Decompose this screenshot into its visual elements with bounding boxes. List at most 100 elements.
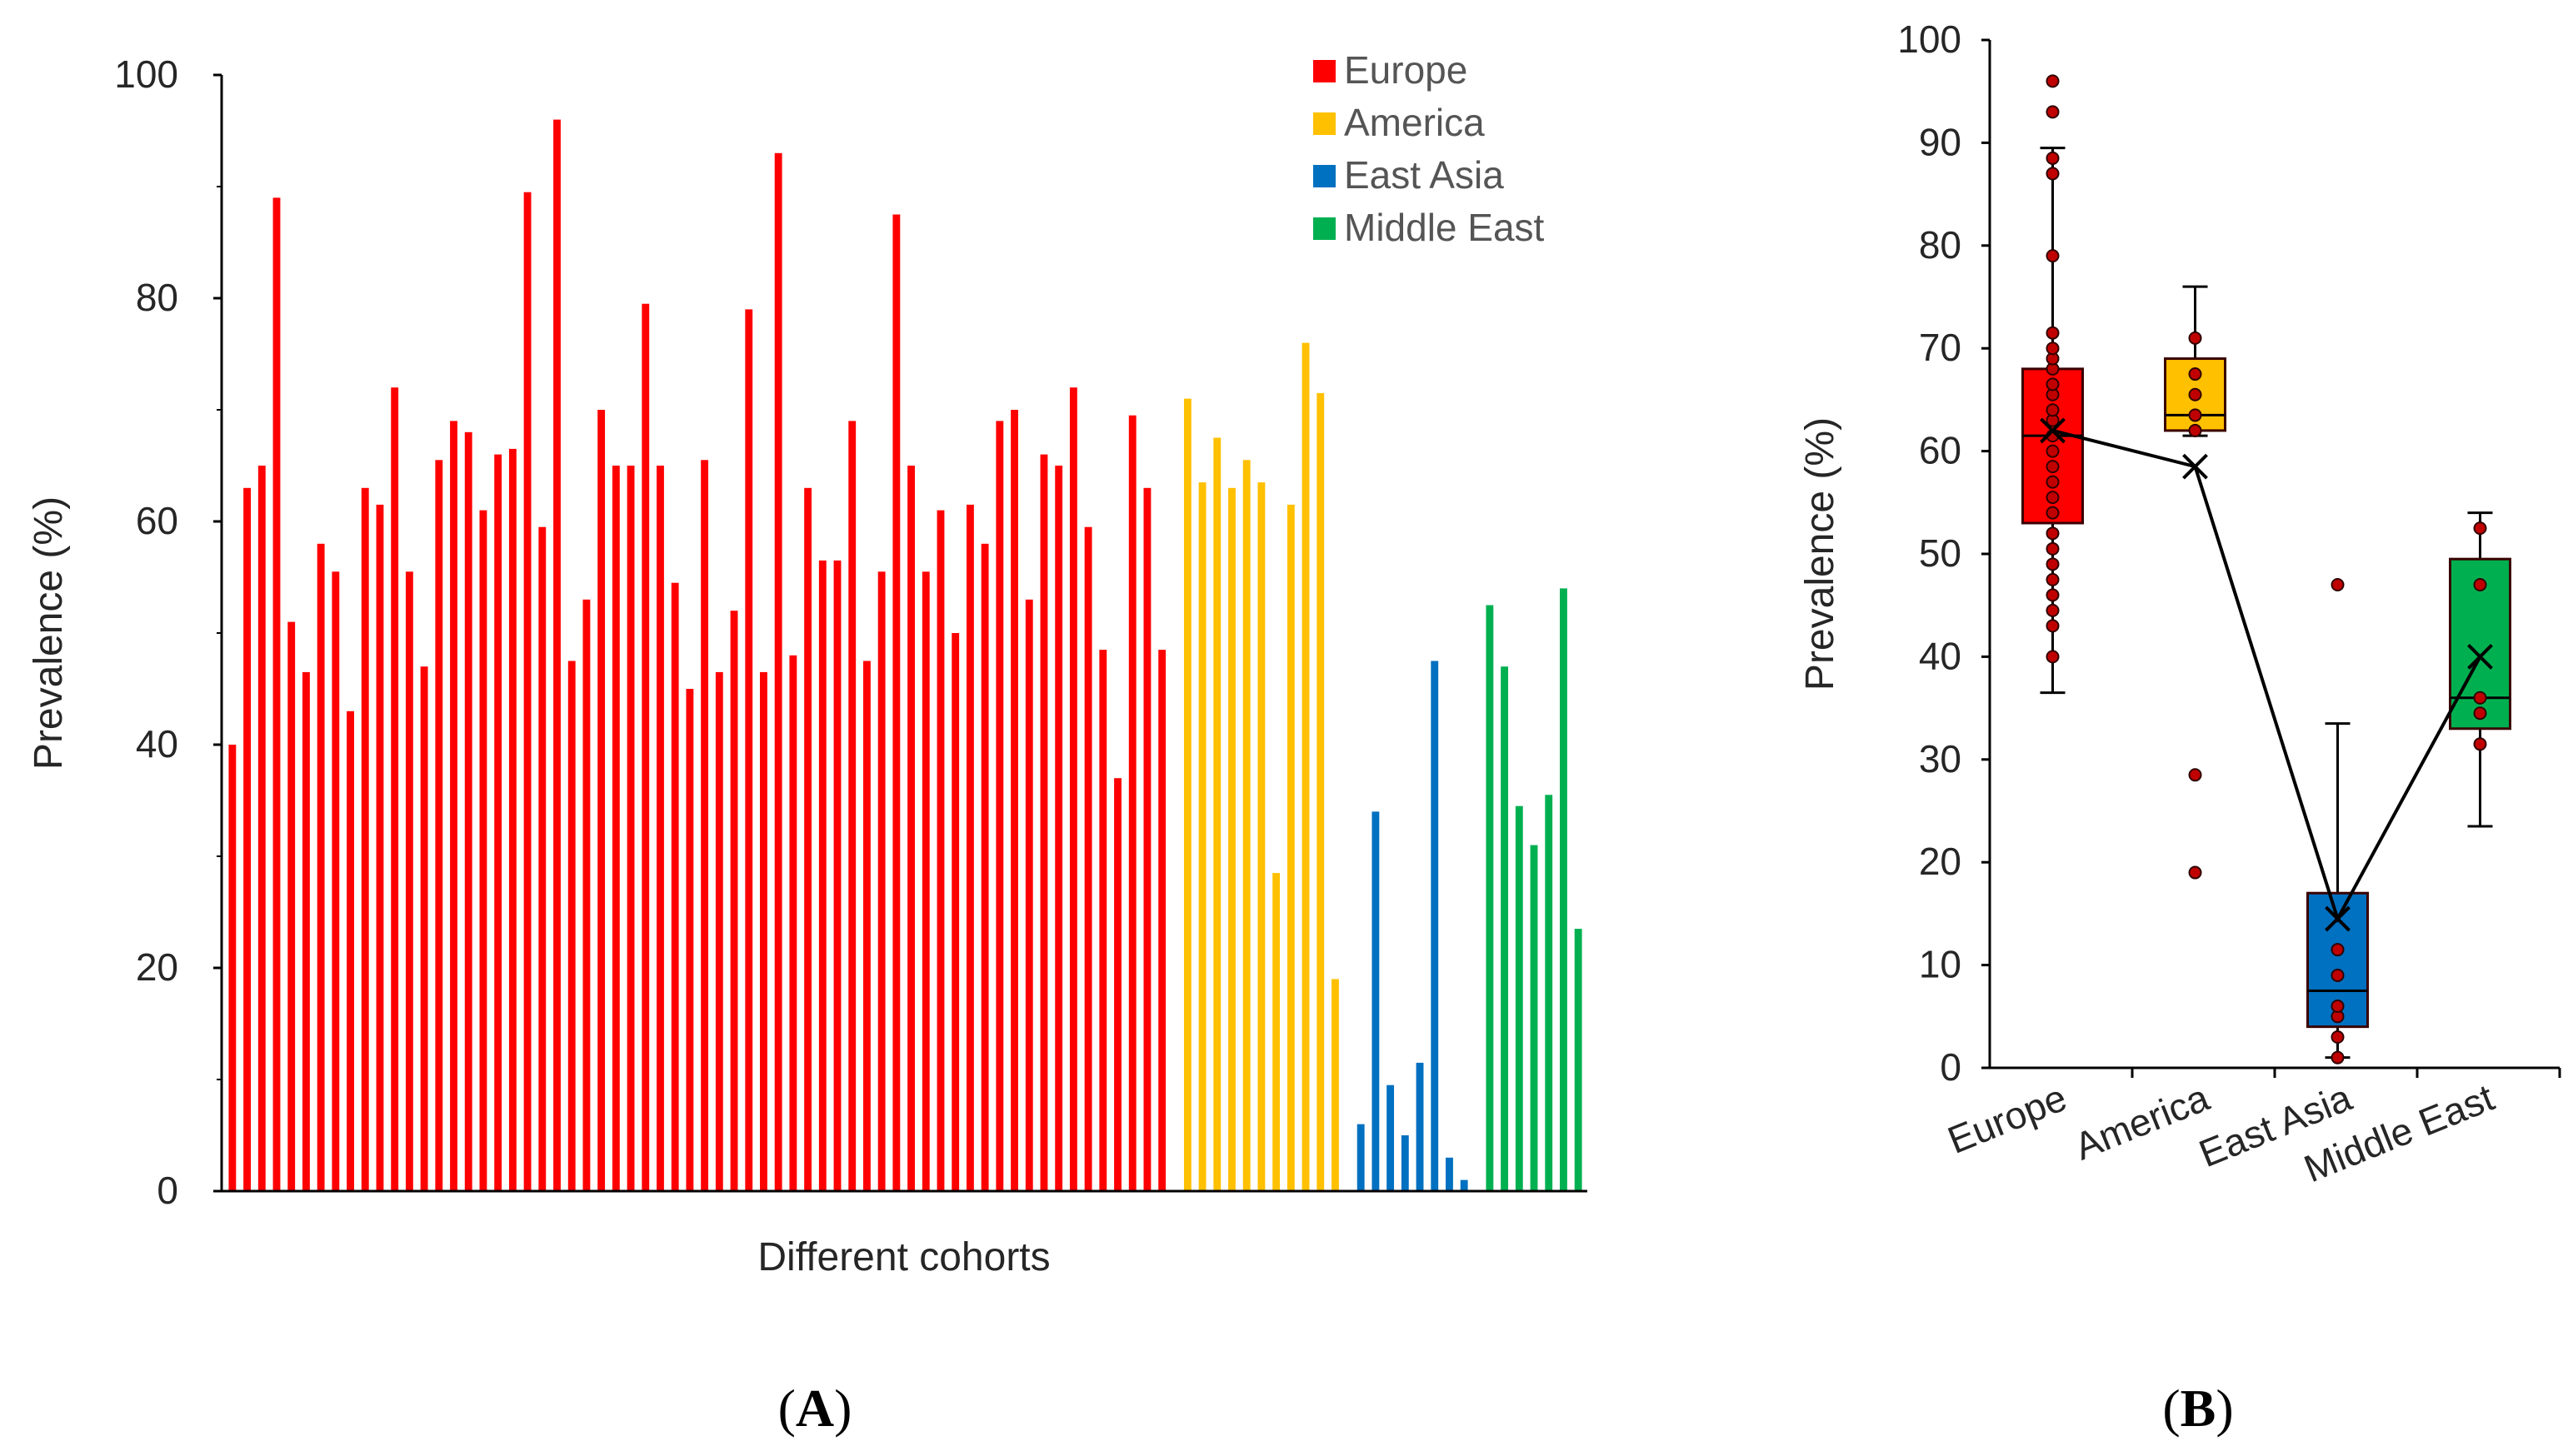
y-tick-label: 90 <box>1919 120 1961 163</box>
bar-europe <box>582 599 591 1191</box>
bar-europe <box>877 571 886 1191</box>
bar-europe <box>922 571 930 1191</box>
bar-europe <box>760 671 767 1191</box>
bar-europe <box>937 510 945 1191</box>
data-point <box>2046 557 2060 571</box>
bar-europe <box>715 671 723 1191</box>
y-axis-title: Prevalence (%) <box>27 496 71 770</box>
bar-america <box>1198 482 1207 1191</box>
y-tick-label: 10 <box>1919 943 1961 986</box>
mean-markers <box>2040 417 2493 932</box>
bar-europe <box>405 571 413 1191</box>
data-point <box>2046 460 2060 474</box>
data-point <box>2046 526 2060 541</box>
bar-europe <box>597 410 606 1191</box>
y-ticks: 0 20 40 60 80 100 <box>114 52 222 1212</box>
bar-europe <box>538 526 547 1191</box>
box-america <box>2164 285 2226 880</box>
bar-europe <box>317 543 325 1191</box>
bar-europe <box>302 671 310 1191</box>
legend-swatch-east-asia <box>1313 165 1336 187</box>
y-tick-label: 100 <box>1897 17 1961 61</box>
data-point <box>2046 541 2060 556</box>
mean-trend-line <box>2052 428 2482 924</box>
bar-east-asia <box>1460 1179 1468 1191</box>
bar-europe <box>774 152 782 1191</box>
data-point <box>2046 619 2060 633</box>
bar-america <box>1257 482 1266 1191</box>
bar-europe <box>347 711 354 1191</box>
bar-europe <box>627 466 635 1191</box>
bar-europe <box>833 560 842 1191</box>
bar-middle-east <box>1574 929 1582 1191</box>
data-point <box>2046 342 2060 356</box>
data-point <box>2046 249 2060 263</box>
data-point <box>2046 588 2060 602</box>
legend-swatch-america <box>1313 112 1336 135</box>
data-point <box>2473 578 2487 592</box>
data-point <box>2046 105 2060 119</box>
legend-swatch-europe <box>1313 60 1336 82</box>
bar-europe <box>892 214 901 1191</box>
bar-east-asia <box>1416 1062 1424 1191</box>
data-point <box>2046 167 2060 181</box>
y-tick-label: 40 <box>136 722 178 765</box>
bar-america <box>1286 504 1295 1191</box>
bar-europe <box>287 621 296 1191</box>
y-tick-label: 20 <box>136 945 178 989</box>
bar-europe <box>789 655 797 1191</box>
bar-middle-east <box>1530 845 1538 1191</box>
bar-europe <box>1099 650 1107 1191</box>
x-category-label-america: America <box>2068 1075 2215 1169</box>
y-tick-label: 60 <box>1919 429 1961 472</box>
mean-marker-america <box>2182 453 2208 480</box>
bar-east-asia <box>1401 1135 1409 1191</box>
data-point <box>2188 423 2202 437</box>
bar-europe <box>376 504 384 1191</box>
bar-middle-east <box>1486 605 1494 1191</box>
y-tick-label: 50 <box>1919 531 1961 575</box>
legend-label-east-asia: East Asia <box>1344 153 1504 197</box>
bar-europe <box>848 421 857 1191</box>
panel-label-b: (B) <box>2162 1379 2233 1438</box>
y-tick-label: 0 <box>1940 1045 1961 1089</box>
bar-europe <box>450 421 457 1191</box>
bar-europe <box>1011 410 1018 1191</box>
data-point <box>2331 1030 2345 1044</box>
data-point <box>2046 74 2060 88</box>
data-point <box>2046 491 2060 505</box>
bar-europe <box>1084 526 1092 1191</box>
mean-marker-east-asia <box>2325 905 2351 932</box>
data-point <box>2331 968 2345 982</box>
bar-group <box>228 119 1582 1192</box>
data-point <box>2046 506 2060 520</box>
bar-europe <box>907 466 915 1191</box>
y-tick-label: 0 <box>157 1169 178 1212</box>
data-point <box>2046 326 2060 340</box>
data-point <box>2046 444 2060 458</box>
data-point <box>2473 737 2487 751</box>
y-tick-label: 20 <box>1919 840 1961 883</box>
bar-europe <box>981 543 989 1191</box>
bar-east-asia <box>1446 1157 1453 1191</box>
bar-europe <box>567 661 576 1191</box>
mean-marker-middle-east <box>2467 643 2493 670</box>
y-tick-label: 60 <box>136 499 178 542</box>
y-tick-label: 80 <box>136 276 178 319</box>
bar-europe <box>494 454 502 1191</box>
bar-europe <box>1143 487 1152 1191</box>
data-point <box>2331 999 2345 1013</box>
bar-europe <box>523 192 532 1192</box>
bar-america <box>1272 873 1281 1191</box>
bar-middle-east <box>1515 805 1523 1191</box>
box-east-asia <box>2306 578 2369 1065</box>
data-point <box>2046 572 2060 586</box>
data-point <box>2331 578 2345 592</box>
bar-east-asia <box>1431 661 1439 1191</box>
bar-europe <box>671 582 679 1191</box>
box-middle-east <box>2449 511 2511 828</box>
bar-europe <box>952 633 960 1191</box>
bar-europe <box>1040 454 1048 1191</box>
